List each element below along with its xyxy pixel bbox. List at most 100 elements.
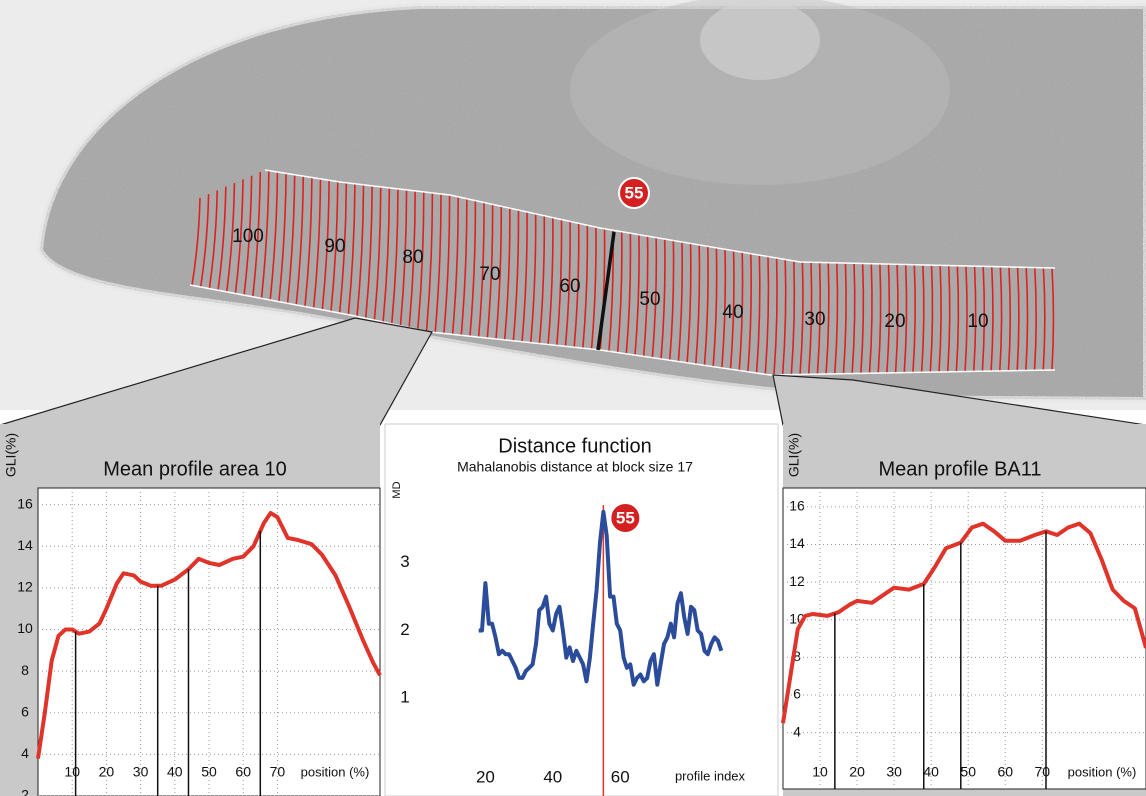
edge bbox=[264, 169, 1056, 269]
profile-line bbox=[877, 263, 882, 374]
x-axis-label: position (%) bbox=[301, 764, 370, 779]
profile-line bbox=[738, 252, 744, 371]
profile-line bbox=[390, 188, 399, 324]
x-tick-label: 40 bbox=[923, 764, 939, 780]
profile-line bbox=[721, 249, 727, 368]
profile-line bbox=[833, 262, 839, 374]
profile-line bbox=[321, 180, 330, 310]
profile-line bbox=[217, 186, 227, 291]
profile-line bbox=[747, 253, 752, 372]
x-tick-label: 50 bbox=[201, 764, 217, 780]
profile-line bbox=[651, 237, 658, 358]
profile-line bbox=[686, 243, 692, 363]
selected-profile bbox=[596, 231, 616, 351]
profile-line bbox=[660, 238, 666, 360]
profile-line bbox=[234, 179, 244, 294]
profile-line bbox=[286, 174, 296, 304]
profile-line bbox=[312, 178, 322, 309]
profile-line bbox=[886, 264, 891, 374]
tissue-region bbox=[570, 0, 950, 185]
profile-label: 100 bbox=[232, 226, 264, 247]
y-tick-label: 16 bbox=[17, 495, 33, 511]
profile-line bbox=[469, 200, 477, 337]
profile-line bbox=[1025, 267, 1029, 371]
profile-label: 80 bbox=[402, 247, 423, 268]
profile-line bbox=[1051, 267, 1055, 371]
profile-line bbox=[191, 197, 201, 286]
profile-line bbox=[816, 262, 822, 375]
profile-line bbox=[668, 240, 675, 361]
profile-line bbox=[981, 266, 986, 372]
profile-line bbox=[694, 244, 701, 365]
x-tick-label: 40 bbox=[167, 764, 183, 780]
y-tick-label: 10 bbox=[17, 620, 33, 636]
y-tick-label: 16 bbox=[789, 498, 805, 514]
y-tick-label: 2 bbox=[400, 620, 409, 639]
profile-line bbox=[495, 206, 503, 340]
profile-line bbox=[477, 202, 485, 338]
charts: Mean profile area 10 GLI(%) position (%) 2 4… bbox=[3, 433, 1146, 796]
profile-line bbox=[799, 262, 804, 375]
profile-line bbox=[278, 173, 287, 302]
tissue-texture bbox=[40, 6, 1146, 400]
chart-title: Distance function bbox=[498, 435, 651, 457]
x-tick-label: 10 bbox=[812, 764, 828, 780]
profile-line bbox=[955, 265, 960, 372]
profile-line bbox=[356, 184, 365, 317]
profile-line bbox=[304, 177, 313, 307]
chart-title: Mean profile area 10 bbox=[103, 458, 286, 480]
y-axis-label: GLI(%) bbox=[786, 433, 802, 477]
profile-label: 20 bbox=[884, 311, 905, 332]
tissue-region bbox=[700, 0, 820, 80]
y-tick-label: 8 bbox=[793, 648, 801, 664]
profile-line bbox=[243, 175, 253, 296]
profile-line bbox=[790, 260, 796, 375]
x-axis-label: position (%) bbox=[1068, 764, 1137, 779]
profile-line bbox=[451, 196, 459, 335]
profile-line bbox=[252, 172, 262, 297]
profile-line bbox=[894, 264, 899, 373]
profile-line bbox=[417, 191, 425, 330]
profile-line bbox=[712, 247, 718, 367]
y-tick-label: 6 bbox=[793, 686, 801, 702]
line-series bbox=[36, 511, 382, 759]
y-tick-label: 2 bbox=[21, 787, 29, 796]
profile-line bbox=[443, 194, 451, 334]
profile-line bbox=[486, 204, 494, 339]
profile-line bbox=[364, 185, 373, 319]
profile-line bbox=[512, 210, 520, 341]
profile-line bbox=[573, 223, 580, 348]
profile-line bbox=[920, 264, 925, 373]
profile-line bbox=[347, 183, 356, 315]
profile-line bbox=[964, 265, 968, 372]
profile-line bbox=[755, 255, 761, 374]
x-tick-label: 30 bbox=[133, 764, 149, 780]
profile-line bbox=[677, 241, 683, 362]
chart-subtitle: Mahalanobis distance at block size 17 bbox=[457, 459, 693, 475]
profile-line bbox=[860, 263, 865, 374]
y-axis-label: MD bbox=[391, 481, 403, 498]
profile-line bbox=[399, 189, 408, 326]
profile-line bbox=[582, 225, 589, 349]
profile-label: 90 bbox=[324, 236, 345, 257]
profile-line bbox=[434, 193, 442, 333]
profile-line bbox=[330, 181, 339, 312]
profile-line bbox=[1033, 267, 1037, 371]
panel bbox=[384, 423, 779, 796]
profile-line bbox=[338, 182, 348, 314]
x-tick-label: 50 bbox=[960, 764, 976, 780]
y-tick-label: 3 bbox=[400, 552, 409, 571]
y-tick-label: 4 bbox=[21, 745, 29, 761]
profile-line bbox=[538, 215, 546, 344]
profile-line bbox=[521, 211, 528, 342]
profile-line bbox=[503, 208, 511, 340]
profile-line bbox=[1042, 267, 1046, 371]
profile-line bbox=[938, 265, 942, 373]
profile-line bbox=[269, 171, 279, 301]
x-tick-label: 70 bbox=[270, 764, 286, 780]
profile-label: 40 bbox=[722, 302, 743, 323]
profile-label: 50 bbox=[639, 289, 660, 310]
profile-line bbox=[425, 192, 434, 332]
profile-line bbox=[1016, 267, 1020, 371]
